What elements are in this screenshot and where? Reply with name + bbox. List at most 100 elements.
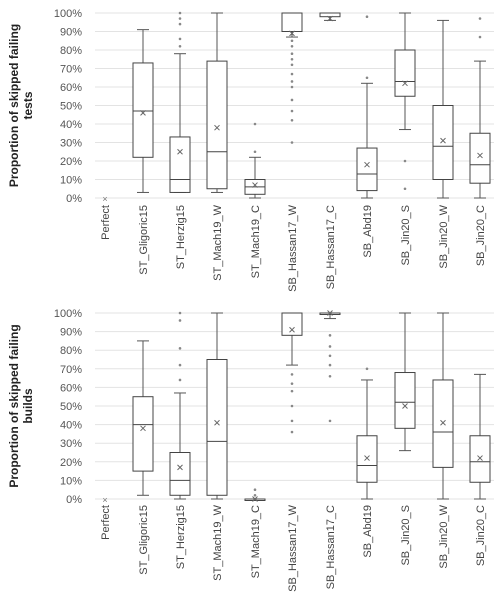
mean-marker	[214, 419, 220, 426]
y-tick-label: 60%	[60, 82, 82, 94]
mean-marker	[364, 455, 370, 461]
category-label: ST_Gligoric15	[138, 205, 150, 275]
category-label: ST_Mach19_W	[212, 504, 224, 580]
mean-marker	[440, 419, 446, 426]
outlier-point	[290, 57, 294, 61]
outlier-point	[403, 187, 407, 191]
category-label: ST_Herzig15	[175, 505, 187, 569]
outlier-point	[253, 122, 257, 126]
outlier-point	[178, 363, 182, 367]
box	[469, 435, 491, 483]
mean-marker	[177, 464, 183, 471]
box	[432, 379, 454, 468]
panel-tests: 0% 10% 20% 30% 40% 50% 60% 70% 80% 90% 100% Proport…	[7, 8, 494, 292]
box	[394, 49, 416, 97]
mean-marker	[214, 124, 220, 131]
y-tick-label: 10%	[60, 175, 82, 187]
y-tick-label: 30%	[60, 438, 82, 450]
outlier-point	[365, 367, 369, 371]
perfect-marker: ×	[102, 495, 107, 505]
mean-marker	[440, 137, 446, 144]
box	[281, 312, 303, 336]
category-label: SB_Jin20_S	[400, 505, 412, 566]
outlier-point	[290, 141, 294, 144]
box	[132, 396, 154, 472]
y-tick-label: 40%	[60, 119, 82, 131]
perfect-marker: ×	[102, 194, 107, 204]
box	[169, 452, 191, 496]
outlier-point	[328, 345, 332, 348]
outlier-point	[290, 389, 294, 393]
outlier-point	[328, 334, 332, 337]
box	[206, 60, 228, 190]
outlier-point	[178, 17, 182, 20]
mean-marker	[252, 182, 258, 188]
outlier-point	[290, 419, 294, 423]
box	[432, 105, 454, 180]
y-tick-label: 80%	[60, 345, 82, 357]
outlier-point	[365, 76, 369, 80]
outlier-point	[290, 404, 294, 408]
box	[132, 62, 154, 158]
outlier-point	[178, 22, 182, 26]
outlier-point	[290, 98, 294, 102]
outlier-point	[290, 373, 294, 376]
outlier-point	[290, 430, 294, 434]
outlier-point	[253, 488, 257, 492]
outlier-point	[178, 311, 182, 315]
mean-marker	[289, 326, 295, 333]
mean-marker	[177, 148, 183, 155]
outlier-point	[178, 319, 182, 322]
category-label: SB_Jin20_W	[438, 504, 450, 568]
category-label: ST_Mach19_C	[250, 505, 262, 578]
y-axis-label: Proportion of skipped failing	[7, 324, 21, 487]
y-tick-label: 70%	[60, 64, 82, 76]
outlier-point	[290, 45, 294, 48]
outlier-point	[290, 63, 294, 67]
outlier-point	[328, 419, 332, 423]
box	[169, 136, 191, 193]
category-label: Perfect	[100, 205, 112, 240]
y-tick-label: 90%	[60, 27, 82, 39]
outlier-point	[290, 52, 294, 55]
category-label: SB_Hassan17_C	[325, 205, 337, 289]
mean-marker	[140, 425, 146, 432]
category-label: SB_Jin20_C	[475, 205, 487, 266]
box	[319, 12, 341, 18]
outlier-point	[178, 347, 182, 350]
category-label: SB_Hassan17_C	[325, 505, 337, 589]
category-label: SB_Jin20_S	[400, 205, 412, 266]
y-tick-label: 50%	[60, 401, 82, 413]
y-tick-label: 100%	[54, 8, 82, 20]
outlier-point	[290, 382, 294, 385]
outlier-point	[478, 35, 482, 39]
mean-marker	[289, 30, 295, 37]
y-tick-label: 0%	[66, 494, 82, 506]
box	[394, 372, 416, 429]
y-axis-label: tests	[21, 91, 35, 119]
y-tick-label: 90%	[60, 327, 82, 339]
y-tick-label: 70%	[60, 364, 82, 376]
y-tick-label: 60%	[60, 382, 82, 394]
y-tick-label: 30%	[60, 138, 82, 150]
box	[469, 132, 491, 184]
mean-marker	[477, 152, 483, 159]
y-tick-label: 0%	[66, 193, 82, 205]
outlier-point	[478, 17, 482, 20]
category-label: ST_Gligoric15	[138, 505, 150, 575]
outlier-point	[328, 354, 332, 358]
y-tick-label: 40%	[60, 420, 82, 432]
category-label: SB_Abd19	[362, 205, 374, 258]
outlier-point	[253, 150, 257, 154]
outlier-point	[253, 493, 257, 497]
y-tick-label: 80%	[60, 45, 82, 57]
y-axis-label: Proportion of skipped failing	[7, 24, 21, 187]
y-tick-label: 20%	[60, 156, 82, 168]
category-label: SB_Jin20_W	[438, 204, 450, 268]
category-label: ST_Herzig15	[175, 205, 187, 269]
mean-marker	[327, 310, 333, 316]
outlier-point	[365, 15, 369, 18]
mean-marker	[252, 496, 258, 502]
box	[206, 359, 228, 496]
